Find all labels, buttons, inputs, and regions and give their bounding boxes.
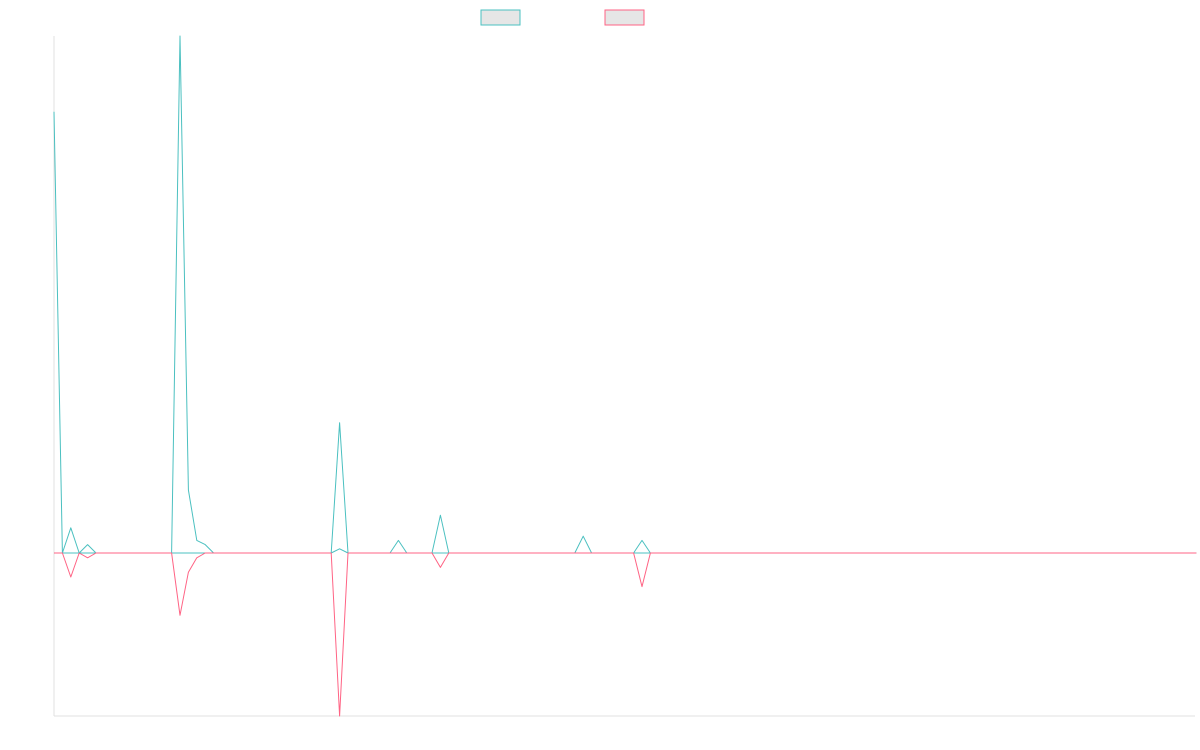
series-layer — [53, 35, 1197, 717]
legend-item-2[interactable] — [604, 9, 645, 26]
series-line-3 — [54, 552, 1197, 717]
series-line-1 — [53, 35, 1197, 554]
legend[interactable] — [480, 9, 645, 26]
series-line-2 — [54, 422, 1197, 554]
legend-item-1[interactable] — [480, 9, 521, 26]
